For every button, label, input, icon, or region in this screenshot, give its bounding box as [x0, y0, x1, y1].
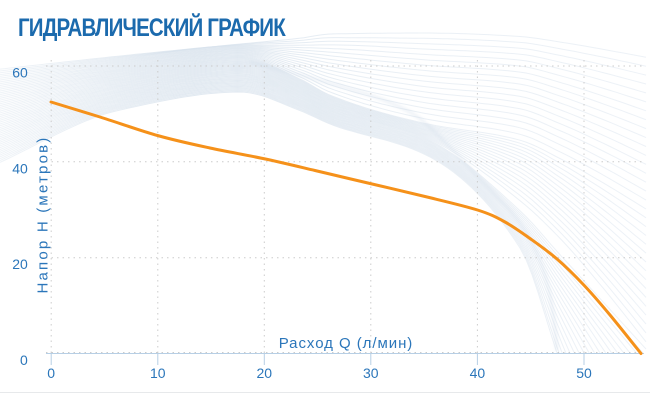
svg-text:30: 30: [363, 365, 379, 381]
svg-text:10: 10: [150, 365, 166, 381]
svg-text:20: 20: [12, 256, 28, 272]
svg-text:0: 0: [20, 352, 28, 368]
svg-text:0: 0: [47, 365, 55, 381]
svg-text:Напор H (метров): Напор H (метров): [35, 135, 52, 293]
svg-text:40: 40: [12, 160, 28, 176]
svg-text:ГИДРАВЛИЧЕСКИЙ ГРАФИК: ГИДРАВЛИЧЕСКИЙ ГРАФИК: [18, 13, 286, 41]
svg-text:Расход Q (л/мин): Расход Q (л/мин): [279, 335, 414, 352]
svg-text:20: 20: [257, 365, 273, 381]
svg-text:60: 60: [12, 65, 28, 81]
svg-text:50: 50: [576, 365, 592, 381]
svg-text:40: 40: [470, 365, 486, 381]
